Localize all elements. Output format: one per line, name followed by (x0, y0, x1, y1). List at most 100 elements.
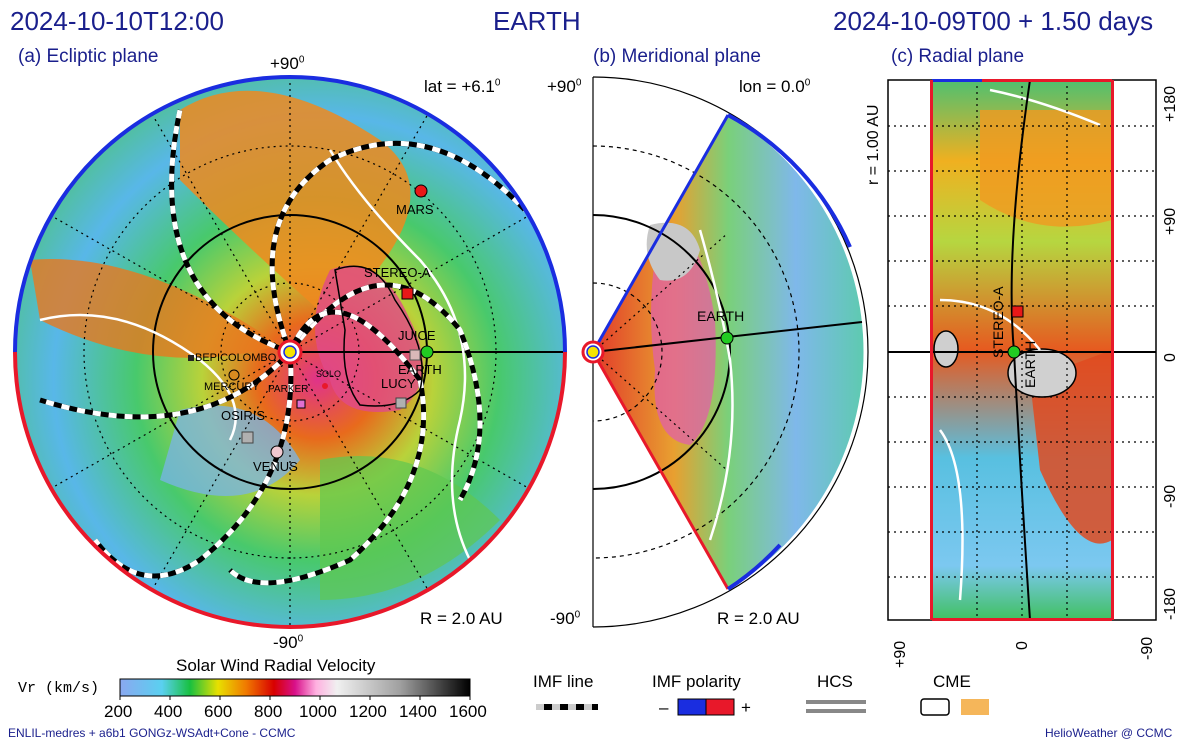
ecliptic-border-negative (13, 75, 567, 353)
cme-outline-swatch (920, 698, 950, 716)
colorbar-tick-6: 1400 (399, 702, 437, 721)
panel-c-earth-label: EARTH (1022, 340, 1038, 388)
panel-b-title: (b) Meridional plane (593, 46, 761, 67)
sun-core (283, 345, 297, 359)
cme-outline (334, 265, 423, 407)
mercury-marker (228, 369, 240, 381)
radial-border-positive-top (982, 79, 1112, 82)
ecliptic-panel (13, 75, 567, 629)
radial-orange-region (980, 110, 1112, 227)
meridional-grid (592, 76, 869, 628)
colorbar-unit: Vr (km/s) (18, 680, 100, 697)
panel-c-bottom-tick-1: 0 (1014, 641, 1031, 650)
bepicolombo-label: BEPICOLOMBO (195, 352, 277, 364)
panel-c-bottom-tick-0: +90 (892, 640, 909, 668)
juice-marker (409, 349, 421, 361)
earth-label: EARTH (398, 362, 442, 377)
solo-label: SOLO (316, 369, 342, 379)
radial-border-negative-top (932, 79, 982, 82)
radial-stereo-marker (1011, 305, 1024, 318)
radial-border-positive-bottom (932, 618, 1112, 621)
mars-marker (414, 184, 428, 198)
parker-label: PARKER (268, 384, 309, 395)
legend-minus: – (659, 698, 669, 717)
imf-lines (39, 109, 527, 586)
panel-a-radius: R = 2.0 AU (420, 609, 503, 628)
radial-cme-blob (1007, 348, 1077, 398)
radial-hcs (938, 88, 1101, 601)
stereo-a-label: STEREO-A (364, 265, 431, 280)
panel-c-right-tick-3: -90 (1162, 484, 1179, 508)
panel-c-r-label: r = 1.00 AU (865, 104, 882, 186)
colorbar-tick-2: 600 (204, 702, 233, 721)
imf-polarity-negative-swatch (677, 698, 707, 716)
osiris-label: OSIRIS (221, 408, 266, 423)
meridional-cme-region (651, 229, 716, 445)
colorbar-tick-5: 1200 (349, 702, 387, 721)
footer-left: ENLIL-medres + a6b1 GONGz-WSAdt+Cone - C… (8, 726, 296, 740)
meridional-panel (581, 76, 869, 628)
colorbar-tick-0: 200 (104, 702, 133, 721)
solo-marker (322, 383, 328, 389)
panel-b-earth-label: EARTH (697, 308, 745, 324)
radial-panel (887, 79, 1157, 621)
ecliptic-border-positive (13, 351, 567, 629)
colorbar-tick-4: 1000 (299, 702, 337, 721)
cme-fill-swatch (961, 699, 989, 715)
colorbar-tick-3: 800 (254, 702, 283, 721)
mars-label: MARS (396, 202, 434, 217)
legend-imf-line: IMF line (533, 672, 594, 691)
hcs-line (39, 149, 472, 561)
radial-gray-blob (933, 330, 959, 368)
osiris-marker (241, 431, 254, 444)
stereo-a-marker (401, 287, 414, 300)
parker-marker (296, 399, 306, 409)
panel-c-right-tick-4: -180 (1162, 587, 1179, 620)
meridional-sun-core (586, 345, 600, 359)
panel-b-radius: R = 2.0 AU (717, 609, 800, 628)
panel-b-top-label: +900 (547, 77, 582, 96)
juice-label: JUICE (398, 328, 436, 343)
imf-polarity-positive-swatch (705, 698, 735, 716)
meridional-arc-negative-top (727, 113, 852, 248)
panel-a-top-label: +900 (270, 54, 305, 73)
radial-border-positive-right (1111, 80, 1114, 620)
colorbar-tick-7: 1600 (449, 702, 487, 721)
legend-hcs: HCS (817, 672, 853, 691)
header-right-time: 2024-10-09T00 + 1.50 days (833, 6, 1154, 36)
radial-red-region (1030, 350, 1112, 544)
panel-b-bottom-label: -900 (550, 609, 581, 628)
radial-earth-marker (1007, 345, 1021, 359)
venus-marker (270, 445, 284, 459)
panel-b-lon: lon = 0.00 (739, 77, 811, 96)
panel-c-right-tick-1: +90 (1162, 207, 1179, 235)
legend-imf-polarity: IMF polarity (652, 672, 741, 691)
blue-region (160, 405, 300, 496)
panel-c-title: (c) Radial plane (891, 46, 1025, 67)
meridional-border-negative (591, 114, 730, 353)
header-center-title: EARTH (493, 6, 581, 36)
legend-cme: CME (933, 672, 971, 691)
panel-c-stereo-label: STEREO-A (990, 286, 1006, 358)
panel-c-right-tick-0: +180 (1162, 85, 1179, 122)
hcs-swatch (806, 700, 866, 713)
lucy-marker (395, 397, 407, 409)
orange-stream-region-2 (30, 259, 280, 358)
lucy-label: LUCY (381, 376, 416, 391)
earth-marker (420, 345, 434, 359)
mercury-label: MERCURY (204, 381, 260, 393)
header-left-time: 2024-10-10T12:00 (10, 6, 224, 36)
meridional-earth-marker (720, 331, 734, 345)
meridional-hcs (698, 229, 734, 541)
radial-border-positive-left (930, 80, 933, 620)
legend-plus: + (741, 698, 751, 717)
colorbar-ticks (119, 696, 471, 700)
colorbar-tick-1: 400 (154, 702, 183, 721)
green-region (320, 456, 500, 600)
panel-c-right-tick-2: 0 (1162, 353, 1179, 362)
footer-right: HelioWeather @ CCMC (1045, 726, 1173, 740)
panel-a-bottom-label: -900 (273, 633, 304, 652)
panel-a-title: (a) Ecliptic plane (18, 46, 159, 67)
venus-label: VENUS (253, 459, 298, 474)
panel-a-lat: lat = +6.10 (424, 77, 501, 96)
